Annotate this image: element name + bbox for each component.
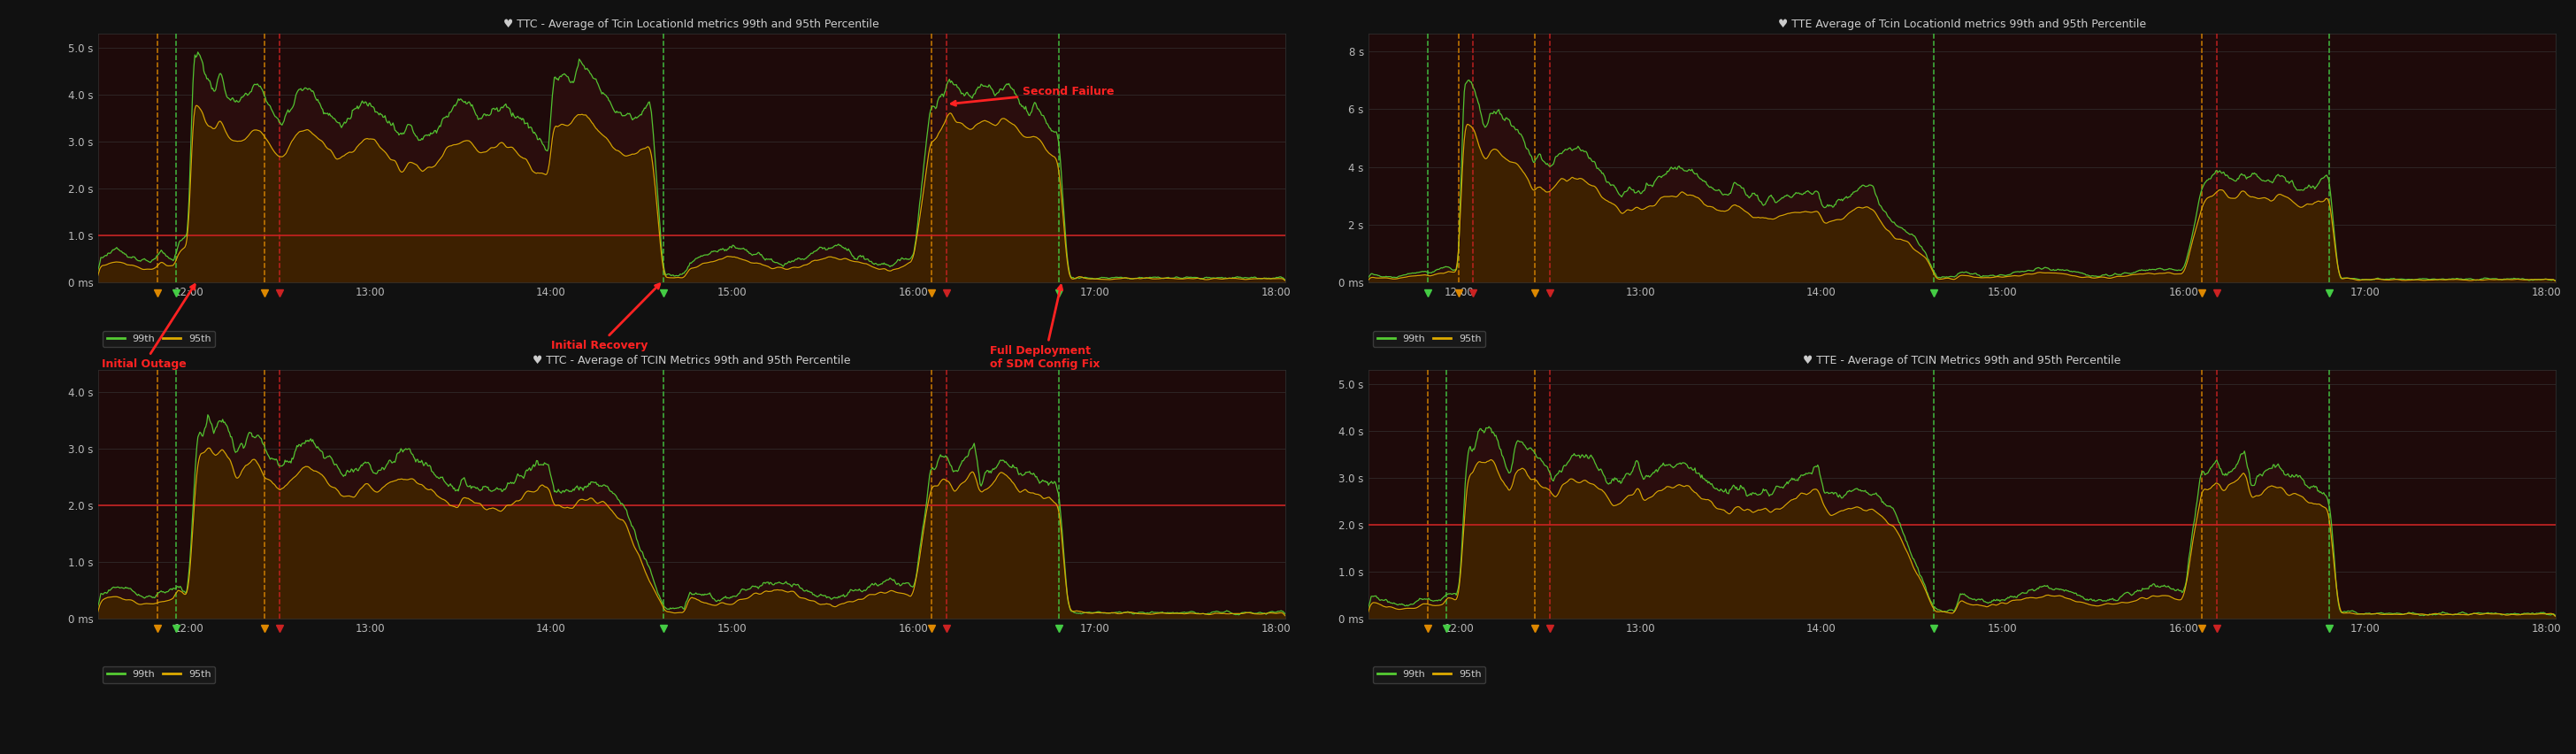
Title: ♥ TTE Average of Tcin LocationId metrics 99th and 95th Percentile: ♥ TTE Average of Tcin LocationId metrics… [1777, 19, 2146, 30]
Title: ♥ TTE - Average of TCIN Metrics 99th and 95th Percentile: ♥ TTE - Average of TCIN Metrics 99th and… [1803, 354, 2120, 366]
Legend: 99th, 95th: 99th, 95th [1373, 330, 1486, 348]
Text: Full Deployment
of SDM Config Fix: Full Deployment of SDM Config Fix [989, 285, 1100, 369]
Text: Initial Outage: Initial Outage [100, 284, 196, 369]
Legend: 99th, 95th: 99th, 95th [1373, 667, 1486, 683]
Text: Second Failure: Second Failure [951, 86, 1113, 106]
Title: ♥ TTC - Average of TCIN Metrics 99th and 95th Percentile: ♥ TTC - Average of TCIN Metrics 99th and… [533, 354, 850, 366]
Legend: 99th, 95th: 99th, 95th [103, 667, 214, 683]
Legend: 99th, 95th: 99th, 95th [103, 330, 214, 348]
Text: Initial Recovery: Initial Recovery [551, 284, 659, 351]
Title: ♥ TTC - Average of Tcin LocationId metrics 99th and 95th Percentile: ♥ TTC - Average of Tcin LocationId metri… [505, 19, 878, 30]
